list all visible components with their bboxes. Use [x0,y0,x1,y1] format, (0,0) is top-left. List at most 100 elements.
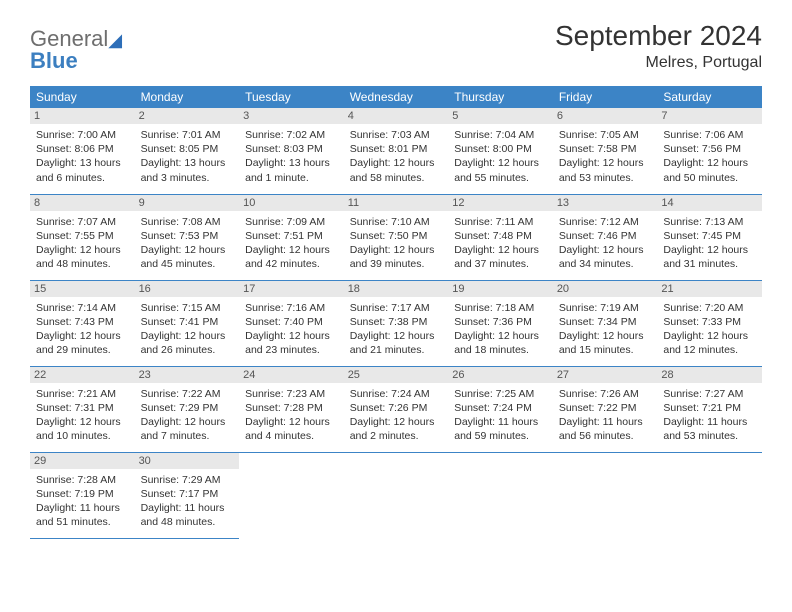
day-body: Sunrise: 7:08 AMSunset: 7:53 PMDaylight:… [141,215,234,272]
day-body: Sunrise: 7:01 AMSunset: 8:05 PMDaylight:… [141,128,234,185]
day-cell: 8Sunrise: 7:07 AMSunset: 7:55 PMDaylight… [30,194,135,280]
day-body: Sunrise: 7:15 AMSunset: 7:41 PMDaylight:… [141,301,234,358]
day-number: 30 [135,453,240,469]
daylight-text: Daylight: 12 hours and 10 minutes. [36,415,129,443]
sunset-text: Sunset: 7:43 PM [36,315,129,329]
sunset-text: Sunset: 7:22 PM [559,401,652,415]
day-cell: 5Sunrise: 7:04 AMSunset: 8:00 PMDaylight… [448,108,553,194]
day-cell: 30 Sunrise: 7:29 AMSunset: 7:17 PMDayligh… [135,452,240,538]
sunrise-text: Sunrise: 7:08 AM [141,215,234,229]
day-body: Sunrise: 7:11 AMSunset: 7:48 PMDaylight:… [454,215,547,272]
calendar-week-row: 29Sunrise: 7:28 AMSunset: 7:19 PMDayligh… [30,452,762,538]
day-number: 10 [239,195,344,211]
day-cell: 29Sunrise: 7:28 AMSunset: 7:19 PMDayligh… [30,452,135,538]
sunrise-text: Sunrise: 7:20 AM [663,301,756,315]
daylight-text: Daylight: 12 hours and 7 minutes. [141,415,234,443]
sunrise-text: Sunrise: 7:05 AM [559,128,652,142]
day-body: Sunrise: 7:22 AMSunset: 7:29 PMDaylight:… [141,387,234,444]
day-cell: 11 Sunrise: 7:10 AMSunset: 7:50 PMDayligh… [344,194,449,280]
sunset-text: Sunset: 7:48 PM [454,229,547,243]
daylight-text: Daylight: 12 hours and 55 minutes. [454,156,547,184]
calendar-week-row: 8Sunrise: 7:07 AMSunset: 7:55 PMDaylight… [30,194,762,280]
month-title: September 2024 [555,20,762,52]
daylight-text: Daylight: 12 hours and 42 minutes. [245,243,338,271]
sunset-text: Sunset: 7:45 PM [663,229,756,243]
sunrise-text: Sunrise: 7:19 AM [559,301,652,315]
sunrise-text: Sunrise: 7:03 AM [350,128,443,142]
page-header: General◢ Blue September 2024 Melres, Por… [30,20,762,72]
calendar-week-row: 1Sunrise: 7:00 AMSunset: 8:06 PMDaylight… [30,108,762,194]
sunset-text: Sunset: 7:50 PM [350,229,443,243]
weekday-header: Wednesday [344,86,449,108]
daylight-text: Daylight: 13 hours and 1 minute. [245,156,338,184]
day-cell: 24Sunrise: 7:23 AMSunset: 7:28 PMDayligh… [239,366,344,452]
sunrise-text: Sunrise: 7:10 AM [350,215,443,229]
day-body: Sunrise: 7:19 AMSunset: 7:34 PMDaylight:… [559,301,652,358]
sunrise-text: Sunrise: 7:29 AM [141,473,234,487]
day-number: 27 [553,367,658,383]
logo: General◢ Blue [30,20,122,72]
day-number: 7 [657,108,762,124]
sunset-text: Sunset: 7:31 PM [36,401,129,415]
daylight-text: Daylight: 12 hours and 39 minutes. [350,243,443,271]
day-cell: 7 Sunrise: 7:06 AMSunset: 7:56 PMDaylight… [657,108,762,194]
calendar-week-row: 15Sunrise: 7:14 AMSunset: 7:43 PMDayligh… [30,280,762,366]
daylight-text: Daylight: 12 hours and 23 minutes. [245,329,338,357]
sunset-text: Sunset: 7:51 PM [245,229,338,243]
day-number: 11 [344,195,449,211]
daylight-text: Daylight: 13 hours and 3 minutes. [141,156,234,184]
sunset-text: Sunset: 7:53 PM [141,229,234,243]
empty-cell [239,452,344,538]
day-body: Sunrise: 7:27 AMSunset: 7:21 PMDaylight:… [663,387,756,444]
sunrise-text: Sunrise: 7:02 AM [245,128,338,142]
day-cell: 16Sunrise: 7:15 AMSunset: 7:41 PMDayligh… [135,280,240,366]
sunrise-text: Sunrise: 7:11 AM [454,215,547,229]
daylight-text: Daylight: 12 hours and 29 minutes. [36,329,129,357]
daylight-text: Daylight: 12 hours and 50 minutes. [663,156,756,184]
day-cell: 15Sunrise: 7:14 AMSunset: 7:43 PMDayligh… [30,280,135,366]
daylight-text: Daylight: 11 hours and 48 minutes. [141,501,234,529]
day-cell: 17Sunrise: 7:16 AMSunset: 7:40 PMDayligh… [239,280,344,366]
day-body: Sunrise: 7:29 AMSunset: 7:17 PMDaylight:… [141,473,234,530]
day-number: 22 [30,367,135,383]
day-cell: 22Sunrise: 7:21 AMSunset: 7:31 PMDayligh… [30,366,135,452]
day-cell: 12Sunrise: 7:11 AMSunset: 7:48 PMDayligh… [448,194,553,280]
empty-cell [553,452,658,538]
day-cell: 27Sunrise: 7:26 AMSunset: 7:22 PMDayligh… [553,366,658,452]
sunset-text: Sunset: 7:38 PM [350,315,443,329]
day-body: Sunrise: 7:20 AMSunset: 7:33 PMDaylight:… [663,301,756,358]
empty-cell [344,452,449,538]
sunrise-text: Sunrise: 7:07 AM [36,215,129,229]
day-body: Sunrise: 7:05 AMSunset: 7:58 PMDaylight:… [559,128,652,185]
logo-text: General◢ Blue [30,28,122,72]
day-body: Sunrise: 7:28 AMSunset: 7:19 PMDaylight:… [36,473,129,530]
sunset-text: Sunset: 8:00 PM [454,142,547,156]
daylight-text: Daylight: 12 hours and 58 minutes. [350,156,443,184]
day-body: Sunrise: 7:14 AMSunset: 7:43 PMDaylight:… [36,301,129,358]
sunrise-text: Sunrise: 7:26 AM [559,387,652,401]
sunrise-text: Sunrise: 7:22 AM [141,387,234,401]
daylight-text: Daylight: 12 hours and 26 minutes. [141,329,234,357]
day-body: Sunrise: 7:25 AMSunset: 7:24 PMDaylight:… [454,387,547,444]
day-cell: 2Sunrise: 7:01 AMSunset: 8:05 PMDaylight… [135,108,240,194]
sunrise-text: Sunrise: 7:25 AM [454,387,547,401]
day-cell: 4Sunrise: 7:03 AMSunset: 8:01 PMDaylight… [344,108,449,194]
day-body: Sunrise: 7:23 AMSunset: 7:28 PMDaylight:… [245,387,338,444]
day-body: Sunrise: 7:10 AMSunset: 7:50 PMDaylight:… [350,215,443,272]
sunset-text: Sunset: 7:40 PM [245,315,338,329]
weekday-header-row: SundayMondayTuesdayWednesdayThursdayFrid… [30,86,762,108]
sunset-text: Sunset: 8:06 PM [36,142,129,156]
day-cell: 20Sunrise: 7:19 AMSunset: 7:34 PMDayligh… [553,280,658,366]
daylight-text: Daylight: 12 hours and 15 minutes. [559,329,652,357]
logo-triangle-icon: ◢ [108,30,122,50]
daylight-text: Daylight: 12 hours and 12 minutes. [663,329,756,357]
day-number: 21 [657,281,762,297]
day-cell: 13Sunrise: 7:12 AMSunset: 7:46 PMDayligh… [553,194,658,280]
day-body: Sunrise: 7:06 AMSunset: 7:56 PMDaylight:… [663,128,756,185]
sunrise-text: Sunrise: 7:12 AM [559,215,652,229]
sunset-text: Sunset: 7:26 PM [350,401,443,415]
day-body: Sunrise: 7:00 AMSunset: 8:06 PMDaylight:… [36,128,129,185]
day-number: 13 [553,195,658,211]
day-cell: 21 Sunrise: 7:20 AMSunset: 7:33 PMDayligh… [657,280,762,366]
day-cell: 10Sunrise: 7:09 AMSunset: 7:51 PMDayligh… [239,194,344,280]
